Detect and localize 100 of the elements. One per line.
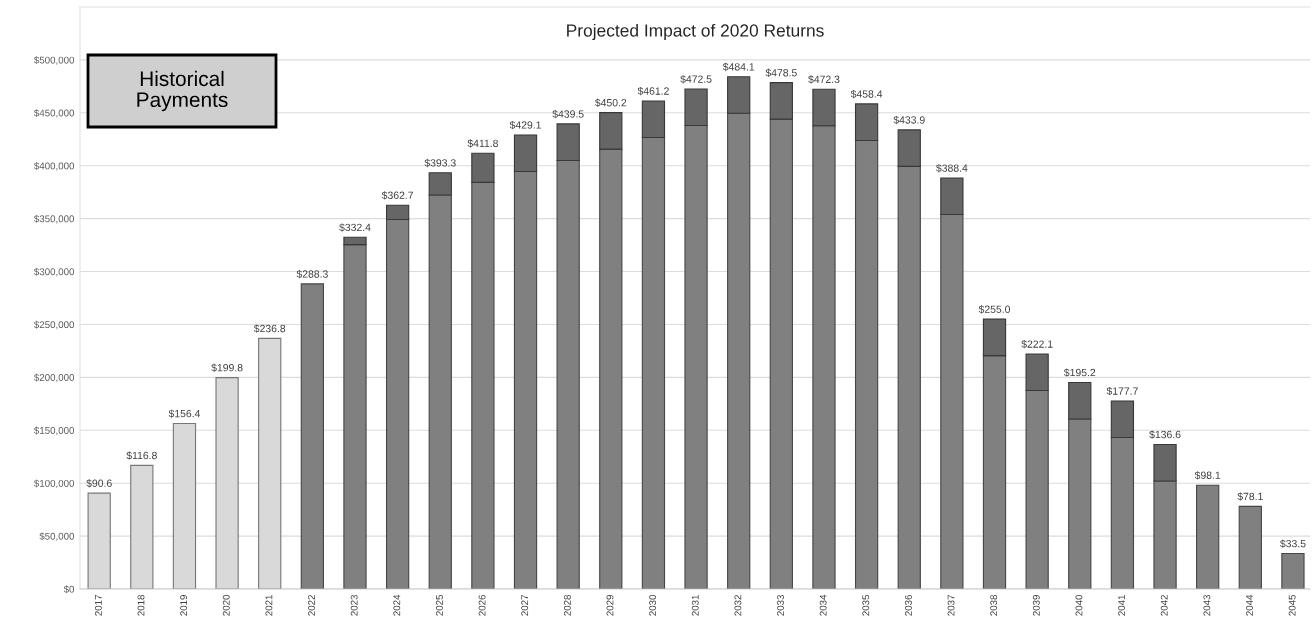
bar [1281,552,1305,589]
x-tick-label: 2035 [862,594,870,616]
bar [641,100,666,139]
annotation: $429.1 [509,120,541,130]
bar [1153,443,1177,482]
x-tick-label: 2040 [1075,594,1083,616]
bar [854,139,879,589]
x-tick-label: 2026 [478,594,486,616]
bar [940,213,964,589]
bar [727,112,751,589]
bar [385,218,410,589]
bar [769,82,793,120]
bar [1025,353,1049,392]
bar [1025,389,1049,589]
x-tick-label: 2023 [350,594,358,616]
x-tick-label: 2027 [521,595,529,616]
annotation: $156.4 [168,409,201,418]
bar [1196,484,1220,589]
x-tick-label: 2017 [94,595,102,616]
annotation: $236.8 [253,324,286,333]
bar [769,118,793,589]
bar [428,172,452,196]
annotation: $199.8 [211,363,243,372]
bar [897,165,921,589]
x-tick-label: 2018 [137,594,145,616]
bar [1110,400,1135,439]
annotation: $411.8 [467,139,498,148]
x-tick-label: 2031 [691,595,699,616]
x-tick-label: 2030 [649,594,657,616]
bar [1068,381,1092,420]
bar [471,181,495,589]
annotation: $472.3 [808,75,840,84]
annotation: $458.4 [850,89,883,99]
annotation: $393.3 [424,158,456,168]
x-tick-label: 2024 [393,594,401,616]
annotation: $222.1 [1021,339,1053,349]
x-tick-label: 2033 [777,594,784,616]
bar [1110,436,1135,589]
bar [812,88,836,127]
bar [471,152,495,183]
x-tick-label: 2041 [1118,595,1126,616]
annotation: $362.7 [381,191,414,200]
x-tick-label: 2045 [1288,594,1296,616]
bar [556,159,580,589]
annotation: $388.4 [936,163,968,173]
bar [1153,480,1177,589]
x-tick-label: 2032 [734,595,742,616]
x-tick-label: 2039 [1032,595,1040,616]
y-tick-label: $400,000 [34,162,75,171]
bar [854,103,879,141]
annotation: $116.8 [126,451,157,460]
y-tick-label: $200,000 [34,373,75,383]
y-tick-label: $0 [63,585,75,594]
bar [727,76,751,114]
bar [641,136,666,589]
annotation: $288.3 [296,269,328,279]
x-tick-label: 2021 [265,595,273,616]
x-tick-label: 2022 [308,595,315,616]
annotation: $433.9 [893,115,925,125]
annotation: $78.1 [1237,492,1263,501]
annotation: $255.0 [978,305,1011,314]
annotation: $98.1 [1194,471,1221,480]
y-tick-label: $350,000 [34,214,75,224]
x-tick-label: 2036 [904,594,912,616]
bar [513,134,538,172]
annotation: $478.5 [765,68,797,78]
x-tick-label: 2037 [947,595,955,616]
x-tick-label: 2028 [563,594,571,616]
x-tick-label: 2044 [1246,594,1253,616]
y-tick-label: $500,000 [34,56,75,65]
annotation: $177.7 [1106,386,1138,396]
bar [343,236,367,246]
annotation: $90.6 [86,479,112,488]
y-tick-label: $150,000 [34,426,75,436]
x-tick-label: 2034 [819,594,827,616]
x-tick-label: 2025 [435,594,443,616]
bar [599,148,623,589]
annotation: $136.6 [1149,430,1181,439]
bar [982,355,1007,589]
bar [556,123,580,161]
annotation: $461.2 [637,86,669,96]
x-tick-label: 2029 [606,595,614,616]
annotation: $33.5 [1280,539,1306,548]
bar [599,112,623,150]
bar [513,170,538,589]
bar [940,177,964,216]
annotation: Historical Payments [137,70,228,112]
x-tick-label: 2043 [1203,594,1211,616]
text: Projected Impact of 2020 Returns [567,23,824,41]
annotation: $484.1 [722,62,755,72]
bar [684,124,708,589]
bar [812,125,836,589]
bar [300,283,324,589]
y-tick-label: $100,000 [34,479,75,488]
y-tick-label: $250,000 [34,320,75,330]
annotation: $439.5 [552,109,584,119]
bar [982,318,1007,357]
annotation: $450.2 [594,98,627,107]
x-tick-label: 2019 [180,595,188,616]
bar [428,194,452,589]
